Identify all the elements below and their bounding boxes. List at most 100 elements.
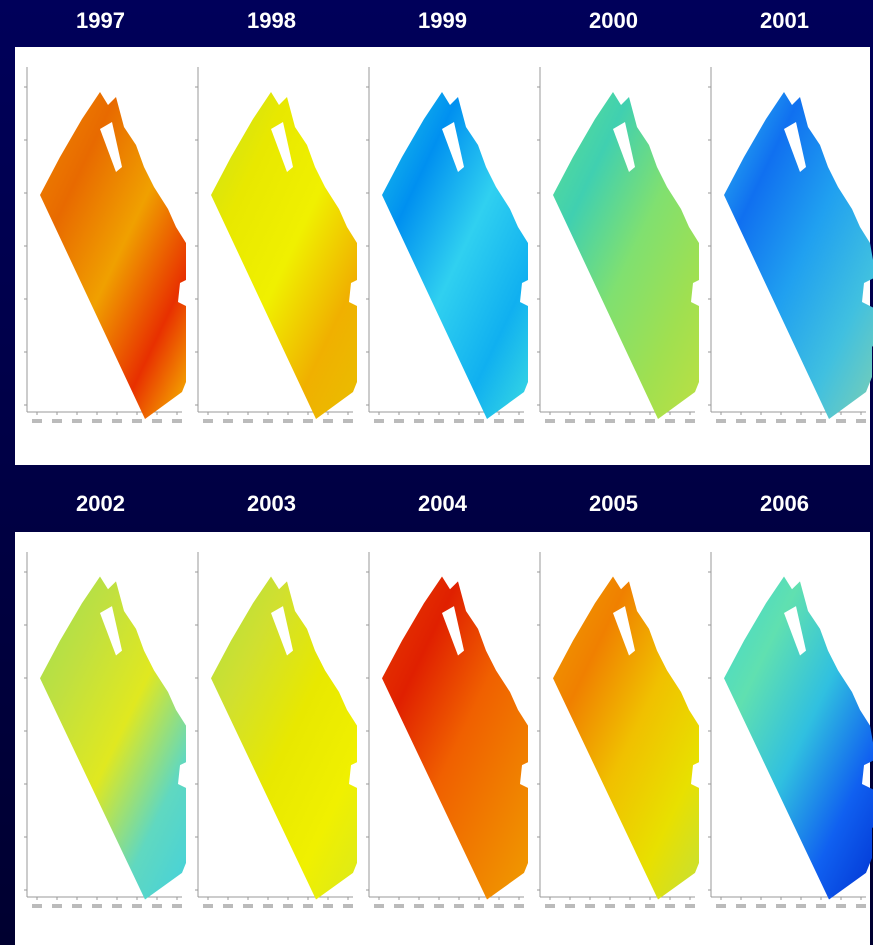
tick-text (716, 419, 726, 423)
tick-text (836, 904, 846, 908)
tick-text (243, 904, 253, 908)
tick-text (856, 419, 866, 423)
year-label: 1997 (76, 8, 125, 33)
tick-text (303, 419, 313, 423)
tick-text (243, 419, 253, 423)
map-panel (186, 47, 367, 465)
tick-text (625, 904, 635, 908)
tick-text (585, 904, 595, 908)
tick-text (263, 904, 273, 908)
tick-text (132, 419, 142, 423)
tick-text (323, 419, 333, 423)
tick-text (374, 904, 384, 908)
year-label: 1998 (247, 8, 296, 33)
tick-text (132, 904, 142, 908)
tick-text (434, 419, 444, 423)
tick-text (645, 904, 655, 908)
tick-text (112, 419, 122, 423)
tick-text (283, 419, 293, 423)
tick-text (454, 904, 464, 908)
slide: 1997199819992000200120022003200420052006 (0, 0, 873, 945)
tick-text (434, 904, 444, 908)
year-label: 2005 (589, 491, 638, 516)
tick-text (92, 904, 102, 908)
tick-text (303, 904, 313, 908)
year-label: 2003 (247, 491, 296, 516)
tick-text (172, 904, 182, 908)
tick-text (836, 419, 846, 423)
tick-text (374, 419, 384, 423)
map-panel (699, 532, 873, 945)
tick-text (32, 419, 42, 423)
tick-text (605, 904, 615, 908)
tick-text (394, 419, 404, 423)
tick-text (796, 904, 806, 908)
tick-text (203, 419, 213, 423)
tick-text (52, 419, 62, 423)
tick-text (665, 904, 675, 908)
tick-text (514, 419, 524, 423)
tick-text (172, 419, 182, 423)
tick-text (92, 419, 102, 423)
tick-text (343, 904, 353, 908)
tick-text (565, 904, 575, 908)
tick-text (223, 419, 233, 423)
tick-text (736, 904, 746, 908)
tick-text (343, 419, 353, 423)
tick-text (263, 419, 273, 423)
tick-text (323, 904, 333, 908)
tick-text (52, 904, 62, 908)
tick-text (454, 419, 464, 423)
tick-text (203, 904, 213, 908)
tick-text (72, 419, 82, 423)
map-panel (15, 532, 196, 945)
tick-text (152, 419, 162, 423)
map-panel (528, 47, 709, 465)
tick-text (756, 419, 766, 423)
tick-text (72, 904, 82, 908)
tick-text (776, 419, 786, 423)
tick-text (474, 419, 484, 423)
year-label: 2000 (589, 8, 638, 33)
tick-text (494, 904, 504, 908)
tick-text (494, 419, 504, 423)
year-label: 2001 (760, 8, 809, 33)
tick-text (545, 904, 555, 908)
map-panel (528, 532, 709, 945)
tick-text (665, 419, 675, 423)
year-label: 2004 (418, 491, 468, 516)
tick-text (625, 419, 635, 423)
tick-text (645, 419, 655, 423)
tick-text (414, 904, 424, 908)
map-panel (186, 532, 367, 945)
tick-text (685, 904, 695, 908)
tick-text (716, 904, 726, 908)
tick-text (816, 904, 826, 908)
tick-text (816, 419, 826, 423)
map-panel (15, 47, 196, 465)
tick-text (545, 419, 555, 423)
tick-text (394, 904, 404, 908)
tick-text (152, 904, 162, 908)
tick-text (756, 904, 766, 908)
year-label: 2002 (76, 491, 125, 516)
tick-text (112, 904, 122, 908)
tick-text (585, 419, 595, 423)
map-panel (699, 47, 873, 465)
tick-text (856, 904, 866, 908)
map-panel (357, 47, 538, 465)
year-label: 1999 (418, 8, 467, 33)
tick-text (32, 904, 42, 908)
tick-text (283, 904, 293, 908)
tick-text (565, 419, 575, 423)
tick-text (474, 904, 484, 908)
tick-text (776, 904, 786, 908)
map-panel (357, 532, 538, 945)
tick-text (685, 419, 695, 423)
tick-text (514, 904, 524, 908)
tick-text (414, 419, 424, 423)
page: {"rows": [["1997", "1998", "1999", "2000… (0, 0, 873, 945)
tick-text (223, 904, 233, 908)
tick-text (796, 419, 806, 423)
tick-text (605, 419, 615, 423)
